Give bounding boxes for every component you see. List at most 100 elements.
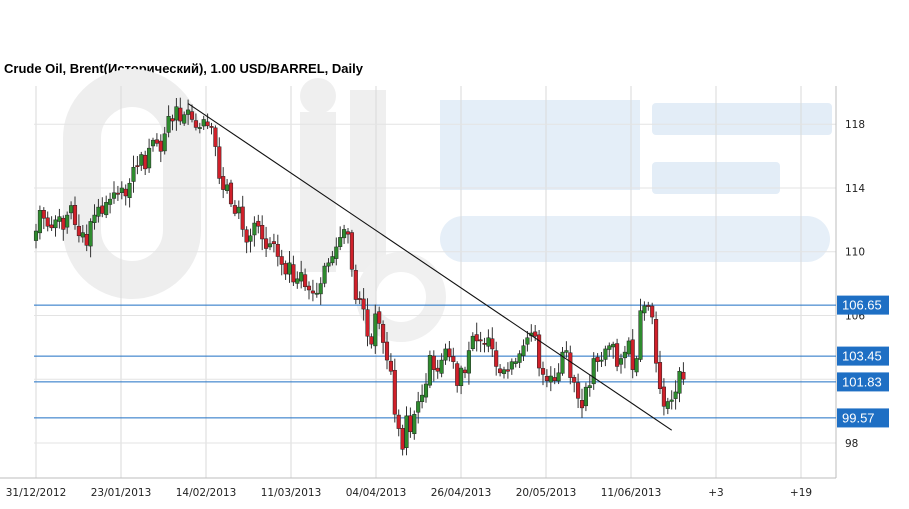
candle-body (240, 206, 245, 230)
candle-body (482, 343, 487, 345)
candle-body (104, 202, 109, 216)
bear-candle (275, 234, 280, 267)
bear-candle (100, 197, 105, 218)
candle-body (338, 237, 343, 247)
bear-candle (615, 338, 620, 372)
candle-body (657, 362, 663, 390)
bear-candle (135, 156, 140, 175)
bear-candle (291, 255, 296, 287)
candle-body (423, 383, 429, 398)
bull-candle (509, 358, 514, 375)
candle-body (357, 298, 362, 300)
bear-candle (498, 364, 503, 377)
candle-body (147, 147, 152, 169)
date-tick-label: +3 (708, 487, 723, 499)
bear-candle (681, 362, 686, 385)
bull-candle (525, 330, 530, 352)
bear-candle (349, 229, 354, 277)
bull-candle (591, 352, 596, 390)
candle-body (486, 337, 491, 347)
bear-candle (217, 137, 222, 185)
candle-body (455, 363, 460, 386)
candle-body (271, 241, 276, 245)
level-label: 101.83 (842, 374, 882, 389)
bull-candle (248, 228, 253, 253)
bull-candle (486, 329, 491, 353)
candle-body (193, 120, 198, 128)
candle-body (264, 238, 269, 249)
candle-body (108, 198, 113, 205)
level-labels: 106.65 103.45 101.83 99.57 (837, 295, 889, 428)
candle-body (373, 313, 378, 347)
bull-candle (416, 391, 421, 424)
bull-candle (104, 195, 109, 219)
candle-body (439, 359, 444, 374)
bear-candle (650, 302, 655, 325)
candle-body (416, 401, 421, 413)
candle-body (365, 309, 370, 337)
candle-body (521, 345, 526, 356)
bull-candle (326, 258, 331, 273)
bull-candle (669, 390, 674, 410)
candle-body (583, 386, 588, 407)
bull-candle (412, 410, 417, 440)
bull-candle (587, 374, 592, 397)
bull-candle (182, 111, 187, 126)
candle-body (69, 205, 74, 214)
candle-body (150, 139, 156, 147)
candle-body (310, 290, 315, 294)
candle-body (615, 343, 620, 367)
candle-body (162, 133, 167, 152)
level-label-box (837, 372, 889, 392)
bear-candle (474, 322, 479, 352)
candle-body (618, 358, 624, 365)
candle-body (544, 376, 549, 382)
candle-body (334, 246, 339, 259)
candle-body (451, 356, 456, 362)
candle-body (88, 221, 93, 247)
bull-candle (501, 366, 507, 379)
bear-candle (544, 369, 549, 388)
candle-body (622, 351, 627, 359)
bull-candle (201, 115, 206, 131)
candle-body (396, 414, 401, 429)
bear-candle (482, 337, 487, 353)
support-resistance-levels (34, 304, 836, 419)
candle-body (217, 146, 222, 179)
candle-body (361, 298, 366, 310)
date-tick-label: 11/03/2013 (261, 487, 322, 499)
candle-body (96, 206, 101, 217)
bull-candle (665, 397, 670, 415)
bull-candle (267, 237, 273, 251)
candle-body (205, 121, 210, 127)
bear-candle (256, 214, 261, 234)
candle-body (427, 355, 432, 386)
candle-body (607, 345, 612, 350)
bear-candle (154, 133, 159, 147)
bull-candle (556, 363, 561, 385)
candle-body (404, 415, 409, 449)
bear-candle (388, 353, 393, 375)
date-tick-label: 31/12/2012 (6, 487, 67, 499)
candle-body (603, 348, 608, 360)
bear-candle (279, 249, 284, 276)
bear-candle (646, 301, 651, 311)
candle-body (189, 111, 195, 120)
bear-candle (657, 350, 663, 395)
level-label: 103.45 (842, 349, 882, 364)
candle-body (154, 139, 159, 144)
bull-candle (318, 277, 323, 305)
bull-candle (314, 282, 319, 298)
bull-candle (287, 251, 292, 283)
candle-body (681, 371, 686, 380)
candle-body (381, 324, 386, 343)
bear-candle (345, 228, 351, 244)
candle-body (318, 283, 323, 295)
bull-candle (338, 226, 343, 251)
bull-candle (521, 339, 526, 361)
bull-candle (564, 341, 569, 358)
candle-body (236, 206, 241, 214)
candle-body (41, 210, 46, 219)
bear-candle (283, 260, 288, 280)
candle-body (139, 154, 144, 166)
